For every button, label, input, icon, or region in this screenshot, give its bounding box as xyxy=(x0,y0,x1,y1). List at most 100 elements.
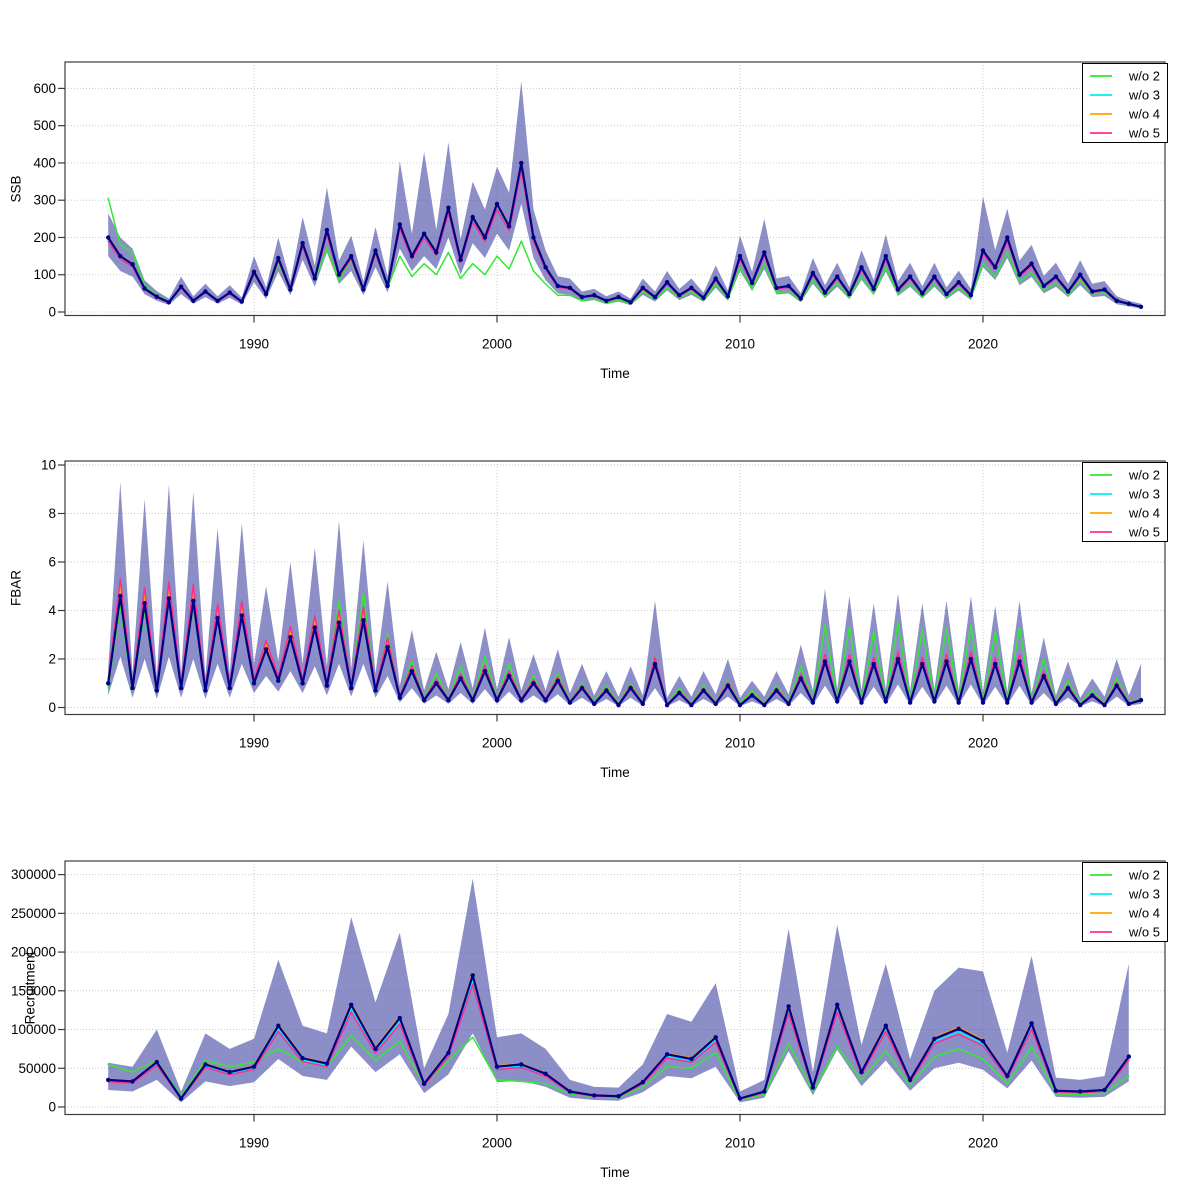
fit-point xyxy=(932,274,937,279)
fit-point xyxy=(385,283,390,289)
fit-point xyxy=(859,1069,864,1075)
fit-point xyxy=(215,615,220,620)
legend-label: w/o 2 xyxy=(1128,69,1160,84)
fit-point xyxy=(616,702,621,708)
fit-point xyxy=(276,255,281,261)
fit-point xyxy=(567,700,573,705)
fit-point xyxy=(543,265,548,270)
confidence-band xyxy=(108,878,1129,1103)
panel-ssb: 0 100 200 300 400 500 600 1990 2000 2010 2020 w/o 2… xyxy=(33,61,1168,352)
fit-point xyxy=(1102,1087,1107,1093)
fit-point xyxy=(470,698,475,703)
fit-point xyxy=(640,1080,645,1085)
fit-point xyxy=(458,257,463,262)
fit-point xyxy=(1053,274,1059,279)
fit-point xyxy=(227,685,232,691)
x-tick-label: 1990 xyxy=(239,736,269,751)
y-tick-label: 8 xyxy=(48,506,56,521)
fit-point xyxy=(822,290,828,295)
plot-box xyxy=(64,860,1166,1116)
fit-point xyxy=(288,635,293,640)
fit-point xyxy=(421,1081,427,1087)
x-axis-label-time-2: Time xyxy=(600,765,630,780)
fit-point xyxy=(203,1062,208,1067)
fit-point xyxy=(276,1023,281,1028)
fit-point xyxy=(506,224,512,229)
fit-point xyxy=(701,688,706,693)
fit-point xyxy=(689,285,694,290)
y-tick-label: 500 xyxy=(33,118,56,133)
fit-point xyxy=(166,596,172,601)
fit-point xyxy=(1126,1054,1132,1059)
series-line-fit xyxy=(107,594,1143,707)
fit-point xyxy=(142,601,147,606)
fit-point xyxy=(373,688,378,693)
fit-point xyxy=(470,214,475,220)
fit-point xyxy=(1005,700,1010,705)
legend: w/o 2 w/o 3 w/o 4 w/o 5 xyxy=(1082,462,1168,542)
fit-point xyxy=(1029,1021,1034,1026)
fit-point xyxy=(907,700,913,705)
fit-point xyxy=(628,685,633,691)
fit-point xyxy=(859,265,864,270)
fit-point xyxy=(1126,301,1132,306)
fit-point xyxy=(397,222,402,227)
confidence-band xyxy=(108,482,1142,707)
fit-point xyxy=(1138,304,1144,309)
fit-point xyxy=(822,659,828,664)
fit-point xyxy=(847,291,852,297)
fit-point xyxy=(1005,235,1010,240)
fit-point xyxy=(251,269,257,274)
fit-point xyxy=(1065,289,1071,294)
fit-point xyxy=(664,1052,670,1057)
fit-point xyxy=(519,1062,524,1067)
fit-point xyxy=(324,1061,330,1066)
x-tick-label: 1990 xyxy=(239,1136,269,1151)
fit-point xyxy=(689,1056,694,1062)
fit-point xyxy=(1053,1088,1059,1093)
confidence-band xyxy=(108,80,1142,309)
fit-point xyxy=(421,698,427,703)
fit-point xyxy=(652,661,658,667)
x-tick-label: 2000 xyxy=(482,736,512,751)
x-axis-label-time-3: Time xyxy=(600,1165,630,1180)
fit-point xyxy=(397,695,402,700)
fit-point xyxy=(1078,702,1083,708)
fit-point xyxy=(154,688,159,693)
fit-point xyxy=(640,285,645,290)
fit-point xyxy=(749,693,755,698)
fit-point xyxy=(883,699,888,704)
fit-point xyxy=(543,1071,548,1076)
fit-point xyxy=(1041,283,1047,289)
fit-point xyxy=(1029,700,1034,705)
fit-point xyxy=(810,1085,816,1090)
fit-point xyxy=(118,593,123,599)
y-tick-label: 0 xyxy=(48,1100,56,1115)
fit-point xyxy=(1065,685,1071,691)
fit-point xyxy=(300,240,305,246)
fit-point xyxy=(968,293,974,298)
fit-point xyxy=(592,293,597,298)
fit-point xyxy=(895,287,901,292)
fit-point xyxy=(883,1023,888,1028)
fit-point xyxy=(385,644,390,650)
fit-point xyxy=(677,293,682,298)
fit-point xyxy=(482,235,488,240)
fit-point xyxy=(531,681,536,686)
fit-points xyxy=(106,160,1144,309)
fit-point xyxy=(871,286,876,292)
fit-point xyxy=(980,1039,986,1044)
fit-point xyxy=(1090,693,1095,698)
y-tick-label: 250000 xyxy=(11,906,56,921)
y-tick-label: 4 xyxy=(48,603,56,618)
legend-label: w/o 4 xyxy=(1128,906,1160,921)
fit-point xyxy=(178,284,184,289)
fit-point xyxy=(191,298,196,303)
fit-point xyxy=(263,647,269,652)
fit-point xyxy=(1102,287,1107,292)
fit-point xyxy=(689,702,694,708)
y-tick-label: 100 xyxy=(33,267,56,282)
fit-point xyxy=(1114,683,1119,688)
legend-label: w/o 5 xyxy=(1128,525,1160,540)
fit-point xyxy=(713,701,718,707)
